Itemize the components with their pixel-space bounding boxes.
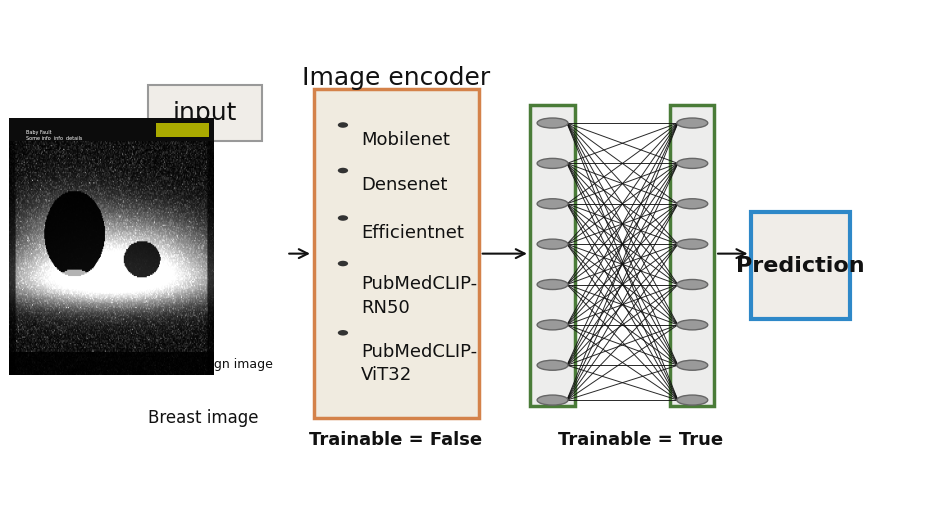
Ellipse shape bbox=[537, 360, 568, 370]
Text: Efficientnet: Efficientnet bbox=[362, 224, 464, 242]
FancyBboxPatch shape bbox=[157, 123, 210, 137]
FancyBboxPatch shape bbox=[670, 105, 715, 406]
FancyBboxPatch shape bbox=[530, 105, 574, 406]
Ellipse shape bbox=[677, 158, 708, 169]
Ellipse shape bbox=[677, 280, 708, 289]
FancyBboxPatch shape bbox=[148, 85, 262, 141]
Text: PubMedCLIP-
RN50: PubMedCLIP- RN50 bbox=[362, 276, 477, 317]
Text: input: input bbox=[173, 101, 237, 125]
Text: Mobilenet: Mobilenet bbox=[362, 131, 450, 149]
Circle shape bbox=[338, 261, 348, 266]
Ellipse shape bbox=[537, 395, 568, 405]
Ellipse shape bbox=[537, 199, 568, 209]
Ellipse shape bbox=[537, 239, 568, 249]
Circle shape bbox=[338, 168, 348, 173]
Ellipse shape bbox=[677, 320, 708, 330]
Ellipse shape bbox=[537, 320, 568, 330]
Ellipse shape bbox=[537, 280, 568, 289]
Text: Breast image: Breast image bbox=[148, 409, 258, 427]
Circle shape bbox=[338, 215, 348, 221]
Text: Original Benign image: Original Benign image bbox=[133, 358, 273, 371]
FancyBboxPatch shape bbox=[313, 89, 479, 418]
Ellipse shape bbox=[677, 118, 708, 128]
Text: Trainable = True: Trainable = True bbox=[558, 431, 723, 449]
Ellipse shape bbox=[677, 395, 708, 405]
Ellipse shape bbox=[537, 158, 568, 169]
Text: Prediction: Prediction bbox=[736, 255, 865, 276]
FancyBboxPatch shape bbox=[752, 212, 850, 319]
Ellipse shape bbox=[677, 239, 708, 249]
Ellipse shape bbox=[677, 199, 708, 209]
Circle shape bbox=[338, 330, 348, 336]
Ellipse shape bbox=[537, 118, 568, 128]
Text: Densenet: Densenet bbox=[362, 176, 448, 194]
Text: PubMedCLIP-
ViT32: PubMedCLIP- ViT32 bbox=[362, 343, 477, 384]
Text: Baby Fault
Some info  info  details: Baby Fault Some info info details bbox=[26, 130, 83, 141]
Circle shape bbox=[338, 122, 348, 128]
Ellipse shape bbox=[677, 360, 708, 370]
Text: Trainable = False: Trainable = False bbox=[309, 431, 482, 449]
Text: Image encoder: Image encoder bbox=[302, 65, 490, 89]
